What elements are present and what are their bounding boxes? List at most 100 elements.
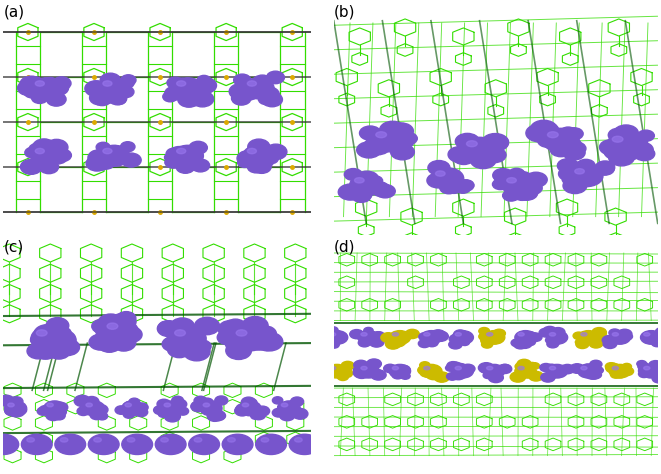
Ellipse shape xyxy=(178,91,200,107)
Ellipse shape xyxy=(479,328,490,335)
Ellipse shape xyxy=(517,359,531,369)
Ellipse shape xyxy=(515,365,536,378)
Ellipse shape xyxy=(637,361,646,367)
Ellipse shape xyxy=(476,146,502,164)
Ellipse shape xyxy=(6,399,20,409)
Ellipse shape xyxy=(476,145,496,159)
Ellipse shape xyxy=(48,343,70,359)
Ellipse shape xyxy=(612,136,623,142)
Ellipse shape xyxy=(320,329,335,339)
Ellipse shape xyxy=(576,340,589,348)
Ellipse shape xyxy=(98,78,130,99)
Ellipse shape xyxy=(37,407,49,415)
Ellipse shape xyxy=(38,151,58,164)
Ellipse shape xyxy=(376,132,387,138)
Ellipse shape xyxy=(119,327,142,343)
Ellipse shape xyxy=(41,340,61,354)
Ellipse shape xyxy=(161,438,169,442)
Ellipse shape xyxy=(550,143,572,157)
Ellipse shape xyxy=(27,438,34,442)
Ellipse shape xyxy=(184,342,201,353)
Ellipse shape xyxy=(155,434,186,455)
Ellipse shape xyxy=(184,336,206,351)
Ellipse shape xyxy=(30,146,62,166)
Ellipse shape xyxy=(186,86,204,98)
Ellipse shape xyxy=(122,401,144,416)
Ellipse shape xyxy=(481,341,492,348)
Ellipse shape xyxy=(332,337,342,344)
Ellipse shape xyxy=(248,332,264,343)
Ellipse shape xyxy=(498,365,512,374)
Ellipse shape xyxy=(379,121,406,138)
Ellipse shape xyxy=(426,333,435,339)
Ellipse shape xyxy=(253,160,271,173)
Ellipse shape xyxy=(551,368,565,377)
Ellipse shape xyxy=(358,338,371,347)
Ellipse shape xyxy=(52,408,65,417)
Ellipse shape xyxy=(392,332,403,339)
Ellipse shape xyxy=(30,78,62,99)
Ellipse shape xyxy=(370,128,407,152)
Ellipse shape xyxy=(557,137,582,154)
Ellipse shape xyxy=(236,330,247,336)
Ellipse shape xyxy=(18,81,39,95)
Ellipse shape xyxy=(393,366,399,370)
Ellipse shape xyxy=(157,321,180,337)
Ellipse shape xyxy=(166,148,182,159)
Ellipse shape xyxy=(646,365,657,372)
Ellipse shape xyxy=(198,404,210,412)
Ellipse shape xyxy=(357,142,381,158)
Ellipse shape xyxy=(191,159,210,172)
Ellipse shape xyxy=(498,365,511,373)
Ellipse shape xyxy=(397,365,408,373)
Ellipse shape xyxy=(652,374,661,383)
Ellipse shape xyxy=(436,171,445,176)
Ellipse shape xyxy=(383,364,397,373)
Ellipse shape xyxy=(365,138,391,155)
Text: (c): (c) xyxy=(3,239,24,255)
Ellipse shape xyxy=(107,323,118,329)
Ellipse shape xyxy=(252,144,268,155)
Ellipse shape xyxy=(172,396,184,404)
Ellipse shape xyxy=(176,156,196,170)
Ellipse shape xyxy=(246,399,257,407)
Ellipse shape xyxy=(560,366,571,374)
Ellipse shape xyxy=(371,183,392,197)
Ellipse shape xyxy=(215,396,228,405)
Ellipse shape xyxy=(389,331,410,344)
Ellipse shape xyxy=(481,365,492,374)
Ellipse shape xyxy=(603,339,617,348)
Ellipse shape xyxy=(449,335,463,343)
Ellipse shape xyxy=(203,403,210,407)
Ellipse shape xyxy=(652,339,661,346)
Ellipse shape xyxy=(104,146,118,155)
Ellipse shape xyxy=(242,408,253,415)
Ellipse shape xyxy=(428,174,443,184)
Ellipse shape xyxy=(115,406,127,414)
Ellipse shape xyxy=(371,370,386,380)
Ellipse shape xyxy=(172,78,190,91)
Ellipse shape xyxy=(258,87,280,102)
Ellipse shape xyxy=(447,373,458,380)
Ellipse shape xyxy=(225,334,251,352)
Ellipse shape xyxy=(39,405,53,415)
Ellipse shape xyxy=(445,175,464,187)
Ellipse shape xyxy=(557,159,578,173)
Ellipse shape xyxy=(107,329,126,343)
Ellipse shape xyxy=(248,139,270,155)
Ellipse shape xyxy=(338,184,362,200)
Ellipse shape xyxy=(120,142,135,152)
Ellipse shape xyxy=(105,151,126,164)
Ellipse shape xyxy=(256,434,286,455)
Ellipse shape xyxy=(25,147,40,158)
Ellipse shape xyxy=(163,91,178,102)
Ellipse shape xyxy=(614,125,639,141)
Ellipse shape xyxy=(565,128,583,140)
Ellipse shape xyxy=(167,77,183,89)
Ellipse shape xyxy=(337,373,348,379)
Ellipse shape xyxy=(637,130,654,141)
Ellipse shape xyxy=(639,370,650,378)
Ellipse shape xyxy=(107,146,124,157)
Ellipse shape xyxy=(260,91,280,105)
Ellipse shape xyxy=(42,337,60,350)
